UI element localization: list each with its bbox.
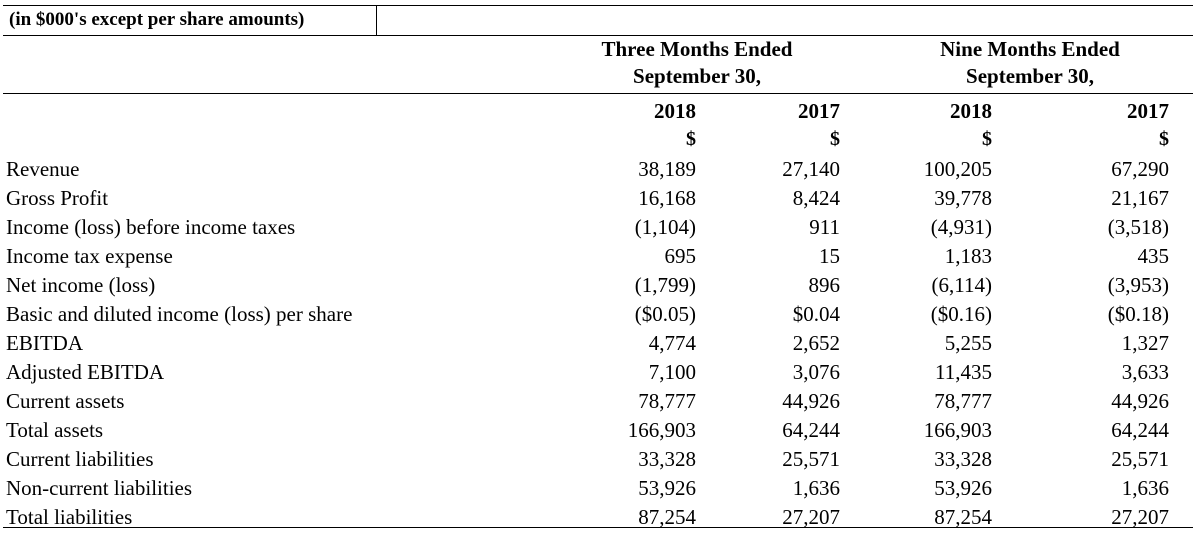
value-9m-2017: 1,636 (1121, 476, 1169, 500)
currency-header-9m-2017: $ (1159, 128, 1169, 150)
value-q3-2017: 44,926 (782, 389, 840, 413)
row-label: Current assets (6, 389, 125, 413)
period-header-line1: Three Months Ended (601, 37, 793, 61)
value-9m-2017: 435 (1137, 244, 1170, 268)
table-caption: (in $000's except per share amounts) (9, 9, 305, 30)
row-label: Basic and diluted income (loss) per shar… (6, 302, 353, 326)
currency-header-q3-2017: $ (830, 128, 840, 150)
year-header-q3-2018: 2018 (654, 99, 696, 123)
value-9m-2017: ($0.18) (1107, 302, 1169, 326)
currency-header-q3-2018: $ (686, 128, 696, 150)
value-9m-2017: 25,571 (1111, 447, 1169, 471)
year-header-9m-2017: 2017 (1127, 99, 1169, 123)
row-label: Income tax expense (6, 244, 173, 268)
row-label: Revenue (6, 157, 80, 181)
value-q3-2018: 38,189 (638, 157, 696, 181)
value-9m-2017: 44,926 (1111, 389, 1169, 413)
period-header-line1: Nine Months Ended (940, 37, 1120, 61)
table-body: Revenue 38,189 27,140 100,205 67,290 Gross Pr… (6, 155, 1176, 532)
value-q3-2018: 4,774 (648, 331, 696, 355)
value-q3-2017: 896 (808, 273, 841, 297)
value-q3-2018: 16,168 (638, 186, 696, 210)
value-9m-2017: (3,518) (1107, 215, 1169, 239)
value-9m-2017: 21,167 (1111, 186, 1169, 210)
value-q3-2017: 2,652 (792, 331, 840, 355)
row-label: Income (loss) before income taxes (6, 215, 296, 239)
row-label: Non-current liabilities (6, 476, 193, 500)
period-header-line2: September 30, (966, 64, 1094, 88)
period-header-three-months: Three Months Ended September 30, (584, 36, 810, 90)
value-q3-2017: 64,244 (782, 418, 840, 442)
value-q3-2018: 166,903 (627, 418, 696, 442)
caption-row: (in $000's except per share amounts) (3, 5, 1193, 36)
value-9m-2018: 53,926 (934, 476, 992, 500)
value-q3-2018: (1,104) (634, 215, 696, 239)
value-q3-2017: 3,076 (792, 360, 840, 384)
period-header-line2: September 30, (633, 64, 761, 88)
value-9m-2018: 1,183 (944, 244, 992, 268)
value-9m-2018: 78,777 (934, 389, 992, 413)
value-9m-2018: 166,903 (923, 418, 992, 442)
value-q3-2018: 87,254 (638, 505, 696, 529)
value-9m-2017: 1,327 (1121, 331, 1169, 355)
row-label: Total liabilities (6, 505, 133, 529)
table-row: Income tax expense 695 15 1,183 435 (6, 242, 1176, 271)
row-label: Adjusted EBITDA (6, 360, 165, 384)
value-q3-2017: 27,140 (782, 157, 840, 181)
value-q3-2017: $0.04 (792, 302, 840, 326)
value-q3-2018: 33,328 (638, 447, 696, 471)
table-row: Income (loss) before income taxes (1,104)… (6, 213, 1176, 242)
value-9m-2018: (6,114) (931, 273, 992, 297)
table-row: Total assets 166,903 64,244 166,903 64,244 (6, 416, 1176, 445)
value-9m-2017: 64,244 (1111, 418, 1169, 442)
row-label: Current liabilities (6, 447, 154, 471)
row-label: Gross Profit (6, 186, 109, 210)
table-row: Basic and diluted income (loss) per shar… (6, 300, 1176, 329)
value-q3-2018: (1,799) (634, 273, 696, 297)
value-9m-2017: (3,953) (1107, 273, 1169, 297)
value-q3-2018: 78,777 (638, 389, 696, 413)
table-row: Current assets 78,777 44,926 78,777 44,926 (6, 387, 1176, 416)
value-9m-2018: 87,254 (934, 505, 992, 529)
table-row: Revenue 38,189 27,140 100,205 67,290 (6, 155, 1176, 184)
value-9m-2018: 100,205 (923, 157, 992, 181)
financial-table: (in $000's except per share amounts) (3, 5, 1193, 36)
table-row: Gross Profit 16,168 8,424 39,778 21,167 (6, 184, 1176, 213)
table-row: Non-current liabilities 53,926 1,636 53,926… (6, 474, 1176, 503)
year-header-q3-2017: 2017 (798, 99, 840, 123)
table-row: EBITDA 4,774 2,652 5,255 1,327 (6, 329, 1176, 358)
value-q3-2017: 27,207 (782, 505, 840, 529)
value-q3-2017: 15 (819, 244, 840, 268)
table-row: Total liabilities 87,254 27,207 87,254 27,20… (6, 503, 1176, 532)
value-9m-2018: 39,778 (934, 186, 992, 210)
value-q3-2018: 7,100 (648, 360, 696, 384)
caption-cell-divider (376, 6, 377, 35)
table-row: Net income (loss) (1,799) 896 (6,114) (3,953… (6, 271, 1176, 300)
value-q3-2018: 695 (664, 244, 697, 268)
row-label: Total assets (6, 418, 104, 442)
table-row: Current liabilities 33,328 25,571 33,328 25,… (6, 445, 1176, 474)
value-q3-2017: 911 (809, 215, 840, 239)
table-bottom-rule (3, 527, 1193, 528)
value-9m-2017: 67,290 (1111, 157, 1169, 181)
table-row: Adjusted EBITDA 7,100 3,076 11,435 3,633 (6, 358, 1176, 387)
value-9m-2018: (4,931) (930, 215, 992, 239)
value-q3-2017: 1,636 (792, 476, 840, 500)
value-q3-2017: 25,571 (782, 447, 840, 471)
value-9m-2018: 11,435 (935, 360, 992, 384)
value-9m-2018: 33,328 (934, 447, 992, 471)
value-9m-2018: ($0.16) (930, 302, 992, 326)
value-q3-2017: 8,424 (792, 186, 840, 210)
row-label: Net income (loss) (6, 273, 156, 297)
period-header-nine-months: Nine Months Ended September 30, (912, 36, 1148, 90)
currency-header-9m-2018: $ (982, 128, 992, 150)
year-header-9m-2018: 2018 (950, 99, 992, 123)
value-9m-2018: 5,255 (944, 331, 992, 355)
header-divider (3, 93, 1193, 94)
row-label: EBITDA (6, 331, 83, 355)
value-q3-2018: ($0.05) (634, 302, 696, 326)
value-9m-2017: 27,207 (1111, 505, 1169, 529)
value-q3-2018: 53,926 (638, 476, 696, 500)
value-9m-2017: 3,633 (1121, 360, 1169, 384)
